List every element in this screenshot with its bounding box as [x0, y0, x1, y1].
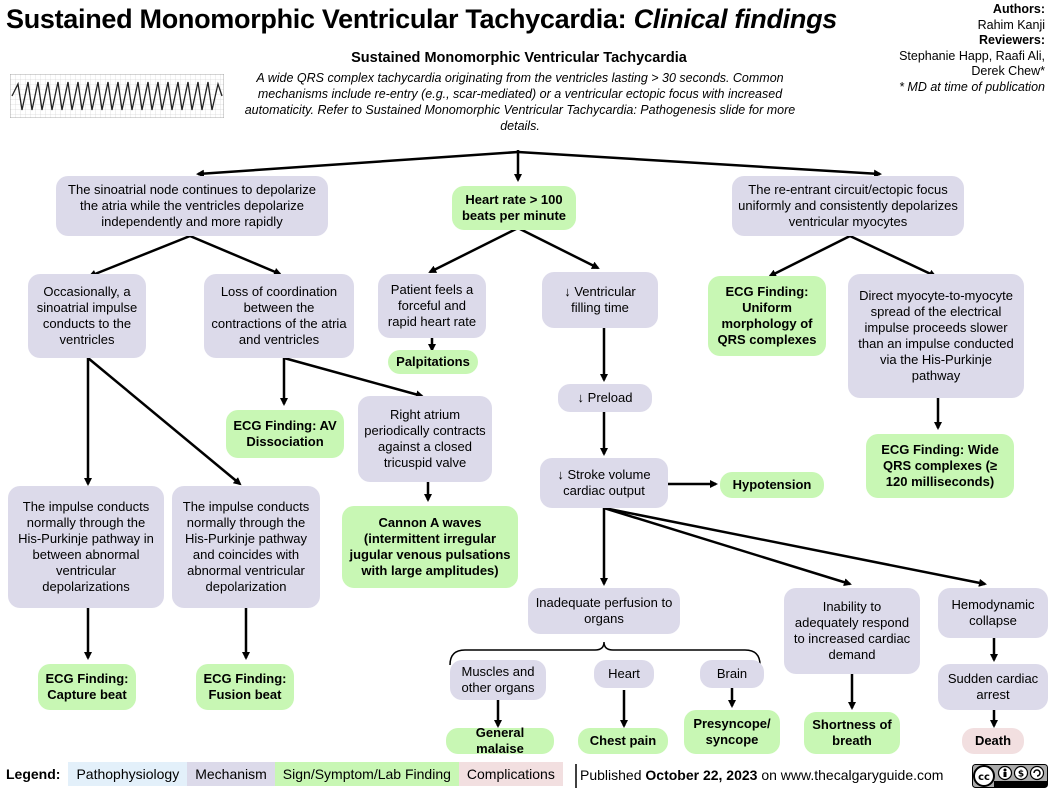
sa-node-box: The sinoatrial node continues to depolar…: [56, 176, 328, 236]
hypotension-box: Hypotension: [720, 472, 824, 498]
reentrant-box: The re-entrant circuit/ectopic focus uni…: [732, 176, 964, 236]
published-suffix: on www.thecalgaryguide.com: [761, 767, 944, 783]
creative-commons-by-nc-sa-icon: cc $: [972, 764, 1048, 788]
ecg-av-dissociation-box: ECG Finding: AV Dissociation: [226, 410, 344, 458]
reviewer-names-2: Derek Chew*: [971, 64, 1045, 78]
impulse-between-box: The impulse conducts normally through th…: [8, 486, 164, 608]
svg-text:$: $: [1018, 770, 1024, 780]
chest-pain-box: Chest pain: [578, 728, 668, 754]
preload-box: ↓ Preload: [558, 384, 652, 412]
brain-box: Brain: [700, 660, 764, 688]
reviewers-label: Reviewers:: [978, 33, 1045, 47]
published-prefix: Published: [580, 767, 642, 783]
svg-text:cc: cc: [978, 772, 990, 783]
palpitations-box: Palpitations: [388, 350, 478, 374]
sa-impulse-box: Occasionally, a sinoatrial impulse condu…: [28, 274, 146, 358]
hemodynamic-collapse-box: Hemodynamic collapse: [938, 588, 1048, 638]
legend-mechanism: Mechanism: [187, 762, 275, 786]
legend: Legend: Pathophysiology Mechanism Sign/S…: [6, 761, 563, 787]
death-box: Death: [962, 728, 1024, 754]
legend-label: Legend:: [6, 766, 61, 782]
legend-complications: Complications: [458, 762, 563, 786]
sudden-cardiac-arrest-box: Sudden cardiac arrest: [938, 664, 1048, 710]
presyncope-box: Presyncope/ syncope: [684, 710, 780, 754]
muscles-organs-box: Muscles and other organs: [450, 660, 546, 700]
page-title: Sustained Monomorphic Ventricular Tachyc…: [6, 4, 837, 35]
ecg-capture-beat-box: ECG Finding: Capture beat: [38, 664, 136, 710]
legend-pathophysiology: Pathophysiology: [68, 762, 188, 786]
shortness-of-breath-box: Shortness of breath: [804, 712, 900, 754]
inadequate-perfusion-box: Inadequate perfusion to organs: [528, 588, 680, 634]
ecg-strip-icon: [10, 74, 224, 118]
ecg-fusion-beat-box: ECG Finding: Fusion beat: [196, 664, 294, 710]
heart-box: Heart: [594, 660, 654, 688]
ecg-uniform-box: ECG Finding: Uniform morphology of QRS c…: [708, 276, 826, 356]
ventricular-filling-box: ↓ Ventricular filling time: [542, 272, 658, 328]
published-date: October 22, 2023: [645, 767, 758, 783]
title-sub: Clinical findings: [633, 4, 838, 34]
reviewer-names-1: Stephanie Happ, Raafi Ali,: [899, 48, 1045, 63]
loss-coordination-box: Loss of coordination between the contrac…: [204, 274, 354, 358]
heart-rate-box: Heart rate > 100 beats per minute: [452, 186, 576, 230]
cannon-a-waves-box: Cannon A waves (intermittent irregular j…: [342, 506, 518, 588]
forceful-heart-rate-box: Patient feels a forceful and rapid heart…: [378, 274, 486, 338]
inability-respond-box: Inability to adequately respond to incre…: [784, 588, 920, 674]
general-malaise-box: General malaise: [446, 725, 554, 756]
impulse-coincides-box: The impulse conducts normally through th…: [172, 486, 320, 608]
authors-label: Authors:: [992, 2, 1045, 16]
ecg-wide-qrs-box: ECG Finding: Wide QRS complexes (≥ 120 m…: [866, 434, 1014, 498]
author-names: Rahim Kanji: [977, 17, 1045, 32]
diagram-subtitle: Sustained Monomorphic Ventricular Tachyc…: [351, 50, 687, 66]
right-atrium-box: Right atrium periodically contracts agai…: [358, 396, 492, 482]
legend-sign: Sign/Symptom/Lab Finding: [274, 762, 459, 786]
myocyte-spread-box: Direct myocyte-to-myocyte spread of the …: [848, 274, 1024, 398]
stroke-volume-box: ↓ Stroke volume cardiac output: [540, 458, 668, 508]
authors-block: Authors: Rahim Kanji Reviewers: Stephani…: [855, 2, 1045, 95]
title-main: Sustained Monomorphic Ventricular Tachyc…: [6, 4, 627, 34]
md-note: * MD at time of publication: [899, 79, 1045, 94]
intro-text: A wide QRS complex tachycardia originati…: [244, 71, 796, 133]
published-note: Published October 22, 2023 on www.thecal…: [580, 767, 943, 783]
